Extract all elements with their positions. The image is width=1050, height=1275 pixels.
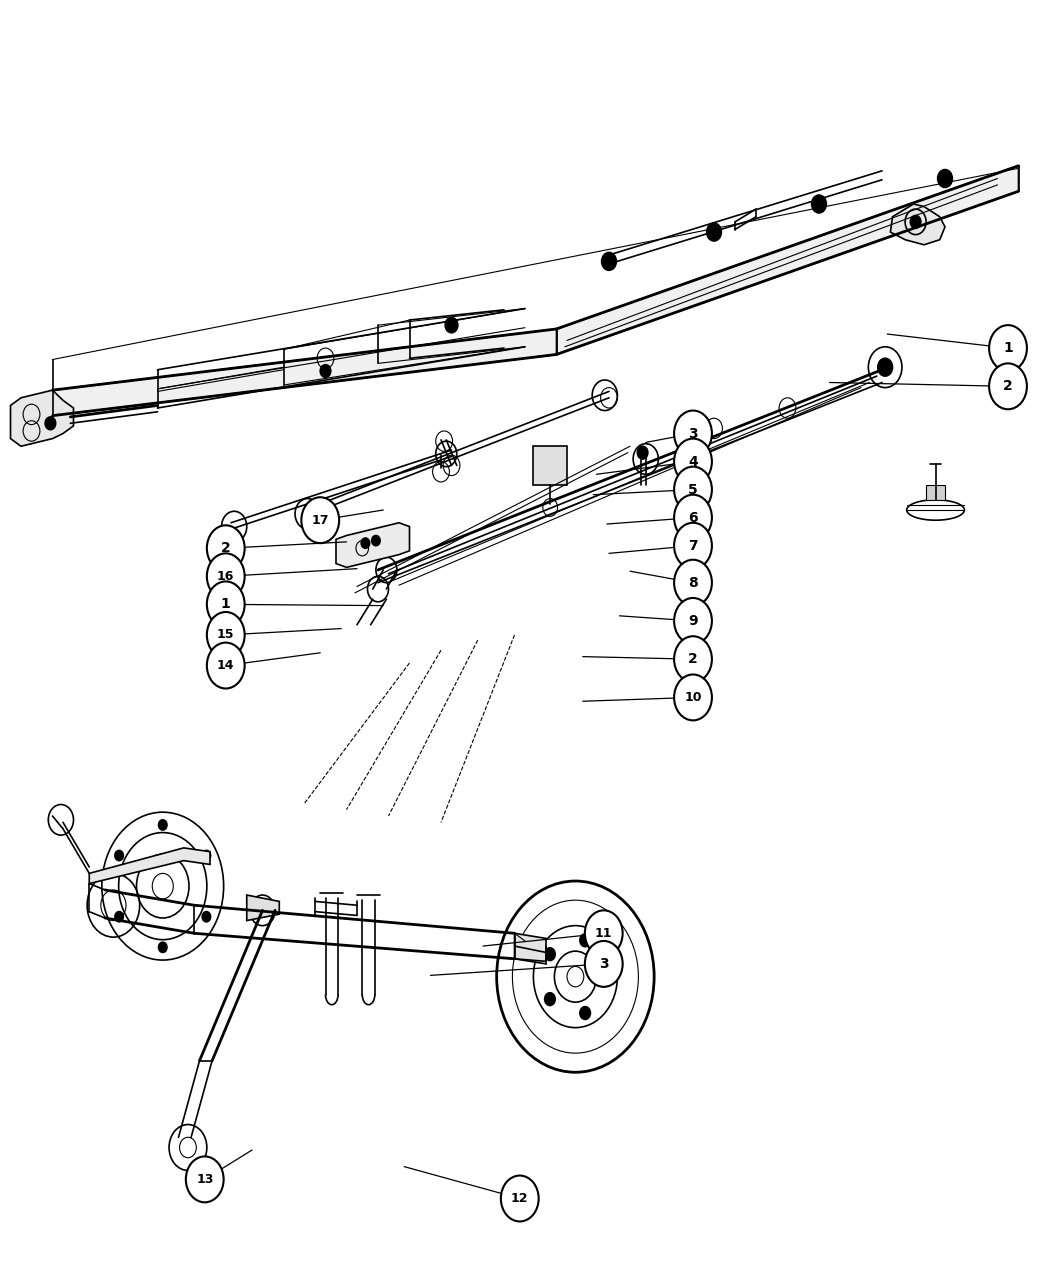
Circle shape — [602, 970, 612, 983]
Circle shape — [585, 941, 623, 987]
Circle shape — [989, 325, 1027, 371]
Polygon shape — [89, 848, 210, 884]
Polygon shape — [514, 933, 546, 961]
Text: 4: 4 — [688, 455, 698, 468]
Circle shape — [674, 598, 712, 644]
Circle shape — [320, 365, 331, 377]
Text: 11: 11 — [595, 927, 612, 940]
Circle shape — [372, 536, 380, 546]
Circle shape — [203, 912, 211, 922]
Text: 15: 15 — [217, 629, 234, 641]
Circle shape — [207, 581, 245, 627]
Text: 2: 2 — [1003, 380, 1013, 393]
Circle shape — [114, 850, 123, 861]
Circle shape — [812, 195, 826, 213]
Text: 10: 10 — [685, 691, 701, 704]
Circle shape — [545, 993, 555, 1006]
Circle shape — [938, 170, 952, 187]
Circle shape — [207, 612, 245, 658]
Circle shape — [207, 643, 245, 689]
Text: 17: 17 — [312, 514, 329, 527]
Circle shape — [910, 215, 921, 228]
Polygon shape — [336, 523, 410, 567]
Circle shape — [114, 912, 123, 922]
Circle shape — [203, 850, 211, 861]
Text: 7: 7 — [688, 539, 698, 552]
Circle shape — [159, 820, 167, 830]
Circle shape — [674, 560, 712, 606]
Polygon shape — [247, 895, 279, 921]
Text: 13: 13 — [196, 1173, 213, 1186]
Circle shape — [674, 674, 712, 720]
Text: 14: 14 — [217, 659, 234, 672]
Circle shape — [602, 252, 616, 270]
Text: 12: 12 — [511, 1192, 528, 1205]
Text: 1: 1 — [1003, 342, 1013, 354]
Polygon shape — [52, 329, 556, 416]
Circle shape — [674, 495, 712, 541]
Bar — [533, 446, 567, 485]
Circle shape — [445, 317, 458, 333]
Text: 5: 5 — [688, 483, 698, 496]
Circle shape — [674, 411, 712, 456]
Circle shape — [707, 223, 721, 241]
Text: 3: 3 — [688, 427, 698, 440]
Circle shape — [501, 1176, 539, 1221]
Polygon shape — [556, 166, 1018, 354]
Text: 6: 6 — [688, 511, 698, 524]
Circle shape — [45, 417, 56, 430]
Text: 2: 2 — [220, 542, 231, 555]
Text: 9: 9 — [688, 615, 698, 627]
Circle shape — [674, 439, 712, 484]
Text: 8: 8 — [688, 576, 698, 589]
Circle shape — [674, 467, 712, 513]
Circle shape — [159, 942, 167, 952]
Text: 3: 3 — [598, 958, 609, 970]
Circle shape — [545, 947, 555, 960]
Circle shape — [301, 497, 339, 543]
Circle shape — [186, 1156, 224, 1202]
Text: 2: 2 — [688, 653, 698, 666]
Circle shape — [580, 1007, 590, 1020]
Polygon shape — [10, 390, 74, 446]
Bar — [926, 484, 945, 500]
Circle shape — [361, 538, 370, 548]
Circle shape — [674, 523, 712, 569]
Circle shape — [637, 446, 648, 459]
Polygon shape — [890, 204, 945, 245]
Text: 1: 1 — [220, 598, 231, 611]
Circle shape — [989, 363, 1027, 409]
Circle shape — [207, 525, 245, 571]
Circle shape — [878, 358, 892, 376]
Text: 16: 16 — [217, 570, 234, 583]
Circle shape — [674, 636, 712, 682]
Circle shape — [585, 910, 623, 956]
Circle shape — [580, 933, 590, 946]
Circle shape — [207, 553, 245, 599]
